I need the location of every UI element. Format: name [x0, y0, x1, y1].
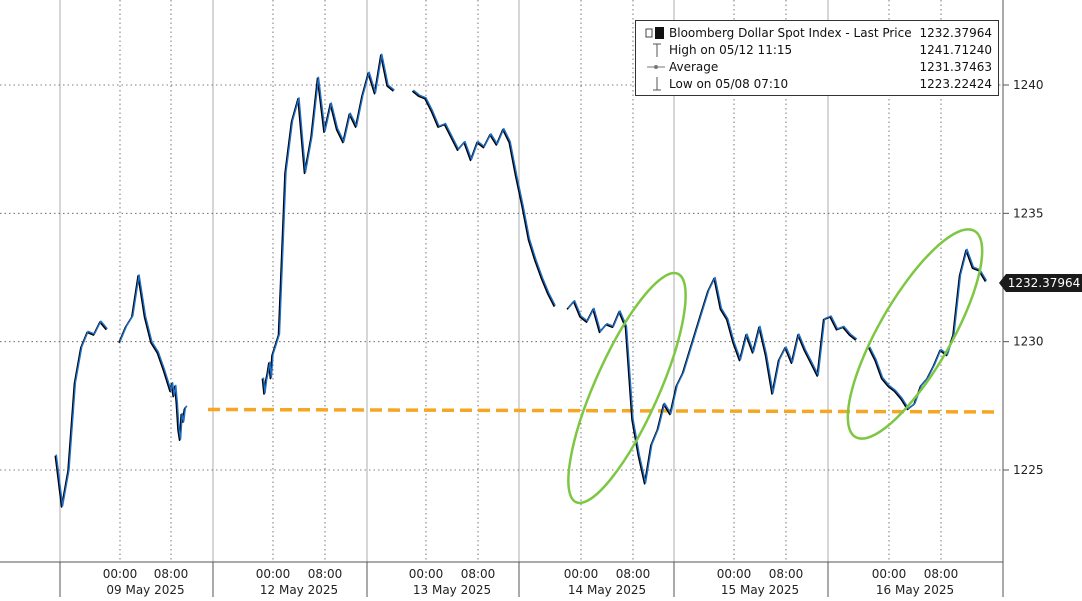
x-tick-label: 08:00: [308, 567, 343, 581]
low-marker-icon: [643, 76, 665, 92]
y-tick-label: 1225: [1013, 463, 1044, 477]
high-marker-icon: [643, 42, 665, 58]
x-tick-label: 00:00: [256, 567, 291, 581]
legend-high-label: High on 05/12 11:15: [669, 42, 792, 58]
legend-low-label: Low on 05/08 07:10: [669, 76, 788, 92]
last-price-tag: 1232.37964: [1006, 274, 1082, 292]
x-date-label: 13 May 2025: [413, 583, 491, 597]
x-date-label: 15 May 2025: [721, 583, 799, 597]
x-tick-label: 08:00: [924, 567, 959, 581]
x-tick-label: 08:00: [769, 567, 804, 581]
legend-series-name: Bloomberg Dollar Spot Index - Last Price: [669, 25, 912, 41]
x-tick-label: 08:00: [154, 567, 189, 581]
x-tick-label: 08:00: [616, 567, 651, 581]
legend-row-high: High on 05/12 11:15 1241.71240: [636, 42, 998, 58]
legend-average-value: 1231.37463: [919, 59, 992, 75]
x-tick-label: 08:00: [461, 567, 496, 581]
average-marker-icon: [643, 59, 665, 75]
x-date-label: 14 May 2025: [568, 583, 646, 597]
x-tick-label: 00:00: [409, 567, 444, 581]
x-tick-label: 00:00: [717, 567, 752, 581]
legend-low-value: 1223.22424: [919, 76, 992, 92]
legend-high-value: 1241.71240: [919, 42, 992, 58]
x-date-label: 16 May 2025: [876, 583, 954, 597]
x-tick-label: 00:00: [103, 567, 138, 581]
legend-row-average: Average 1231.37463: [636, 59, 998, 75]
legend-series-swatch-icon: [643, 25, 665, 41]
y-tick-label: 1235: [1013, 206, 1044, 220]
legend-average-label: Average: [669, 59, 718, 75]
legend-row-last: Bloomberg Dollar Spot Index - Last Price…: [636, 25, 998, 41]
legend: Bloomberg Dollar Spot Index - Last Price…: [635, 20, 999, 96]
legend-row-low: Low on 05/08 07:10 1223.22424: [636, 76, 998, 92]
x-date-label: 09 May 2025: [106, 583, 184, 597]
legend-last-value: 1232.37964: [919, 25, 992, 41]
y-tick-label: 1230: [1013, 335, 1044, 349]
x-tick-label: 00:00: [564, 567, 599, 581]
x-date-label: 12 May 2025: [260, 583, 338, 597]
y-tick-label: 1240: [1013, 78, 1044, 92]
x-tick-label: 00:00: [872, 567, 907, 581]
